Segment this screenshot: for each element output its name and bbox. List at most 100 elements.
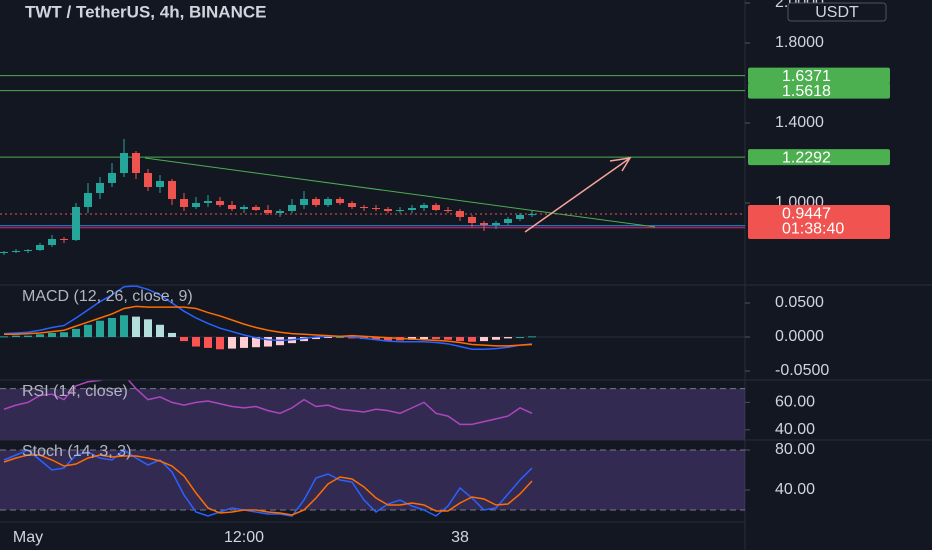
histogram-bar (480, 337, 488, 342)
price-tag (748, 82, 890, 99)
candle-body (504, 219, 512, 223)
histogram-bar (132, 316, 140, 338)
trend-line[interactable] (144, 157, 656, 228)
candle-body (0, 252, 8, 253)
indicator-title: MACD (12, 26, close, 9) (22, 288, 193, 305)
y-tick-label: 0.0500 (775, 294, 824, 311)
histogram-bar (36, 334, 44, 338)
y-tick-label: 1.8000 (775, 34, 824, 51)
axis-pane: 0.0500 0.0000 -0.0500 (745, 294, 829, 379)
histogram-bar (456, 337, 464, 342)
candle-body (300, 199, 308, 205)
band (0, 450, 745, 510)
y-tick-label: 40.00 (775, 481, 815, 498)
candle-body (204, 201, 212, 203)
pane (0, 285, 745, 351)
candle-body (48, 239, 56, 245)
candle-body (396, 210, 404, 211)
histogram-bar (384, 337, 392, 341)
arrow-head (609, 157, 632, 172)
price-tag (748, 149, 890, 166)
candle-body (372, 208, 380, 209)
price-tag-label: 1.5618 (782, 83, 831, 100)
candle-body (444, 210, 452, 211)
last-price-label: 0.9447 (782, 205, 831, 222)
candle-body (192, 203, 200, 207)
histogram-bar (324, 337, 332, 339)
histogram-bar (228, 337, 236, 349)
histogram-bar (336, 337, 344, 339)
candle-body (168, 181, 176, 199)
chart-title: TWT / TetherUS, 4h, BINANCE (25, 2, 266, 21)
histogram-bar (120, 315, 128, 338)
price-tag (748, 67, 890, 84)
candle-body (216, 201, 224, 205)
x-tick-label: 12:00 (224, 529, 264, 546)
candle-body (24, 250, 32, 251)
candle-body (12, 251, 20, 252)
y-tick-label: 60.00 (775, 394, 815, 411)
x-tick-label: 38 (451, 529, 469, 546)
candle-body (312, 199, 320, 205)
candle-body (252, 207, 260, 210)
candle-body (276, 211, 284, 213)
candle-body (84, 193, 92, 207)
candle-body (288, 205, 296, 211)
histogram-bar (528, 336, 536, 338)
candle-body (120, 153, 128, 173)
candle-body (516, 215, 524, 219)
pane (0, 380, 745, 440)
histogram-bar (24, 335, 32, 338)
last-price-tag (748, 205, 890, 240)
histogram-bar (84, 324, 92, 338)
histogram-bar (204, 337, 212, 348)
candle-body (456, 211, 464, 217)
indicator-line (4, 305, 533, 347)
candle-body (240, 207, 248, 209)
histogram-bar (216, 337, 224, 350)
axis-pane: 80.00 40.00 (745, 441, 815, 498)
band (0, 388, 745, 440)
indicator-title: RSI (14, close) (22, 383, 128, 400)
candle-body (324, 199, 332, 205)
histogram-bar (240, 337, 248, 348)
histogram-bar (60, 332, 68, 338)
candle-body (144, 173, 152, 187)
histogram-bar (0, 336, 8, 338)
candle-body (492, 223, 500, 225)
candle-body (96, 183, 104, 193)
y-tick-label: 40.00 (775, 421, 815, 438)
axis-pane: 80.00 60.00 40.00 (745, 366, 815, 438)
histogram-bar (144, 319, 152, 338)
histogram-bar (180, 337, 188, 342)
candle-body (348, 203, 356, 207)
histogram-bar (444, 337, 452, 340)
candle-body (420, 205, 428, 208)
candle-body (132, 153, 140, 173)
candle-body (108, 173, 116, 183)
histogram-bar (192, 337, 200, 347)
indicator-line (3, 285, 533, 351)
indicator-title: Stoch (14, 3, 3) (22, 443, 131, 460)
x-tick-label: May (13, 529, 43, 546)
currency: USDT (815, 4, 859, 21)
y-tick-label: 80.00 (775, 366, 815, 383)
y-tick-label: -0.0500 (775, 362, 829, 379)
arrow-line[interactable] (524, 157, 631, 233)
y-tick-label: 0.0000 (775, 328, 824, 345)
histogram-bar (468, 337, 476, 342)
candle-body (180, 199, 188, 207)
candle-body (264, 210, 272, 213)
histogram-bar (516, 337, 524, 339)
candle-body (480, 223, 488, 225)
candle-body (468, 217, 476, 223)
histogram-bar (96, 320, 104, 338)
candle-body (228, 205, 236, 209)
histogram-bar (72, 328, 80, 338)
candle-body (408, 208, 416, 210)
indicator-line (3, 454, 533, 516)
candle-body (36, 245, 44, 250)
candle-body (528, 214, 536, 216)
currency-box[interactable] (787, 2, 887, 22)
